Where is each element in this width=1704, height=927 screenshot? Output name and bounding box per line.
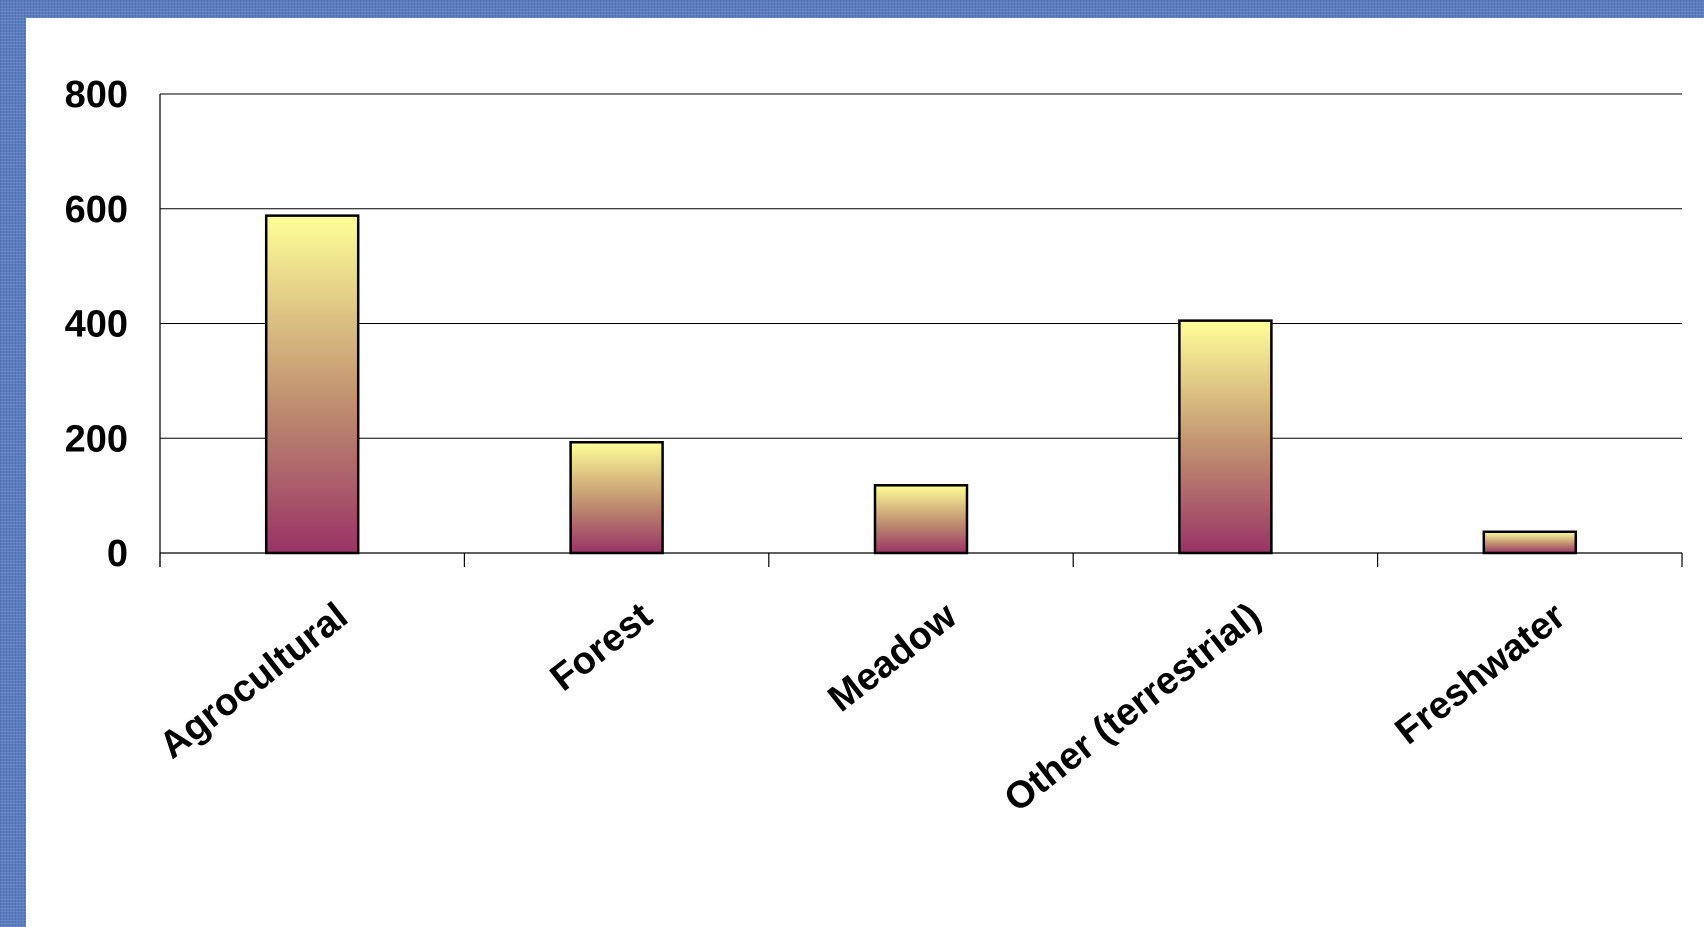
bar-other-terrestrial <box>1178 319 1273 555</box>
bar-meadow <box>873 484 969 555</box>
bars <box>264 214 1578 555</box>
x-tick-label-3: Other (terrestrial) <box>997 595 1269 821</box>
gridlines <box>160 93 1682 439</box>
y-tick-label-400: 400 <box>65 304 128 346</box>
y-tick-label-0: 0 <box>107 533 128 575</box>
y-tick-label-600: 600 <box>65 189 128 231</box>
bar-agrocultural <box>264 214 360 555</box>
x-tick-label-4: Freshwater <box>1388 595 1574 753</box>
x-tick-label-1: Forest <box>543 595 661 700</box>
x-tick-label-0: Agrocultural <box>152 595 356 767</box>
x-tick-label-2: Meadow <box>821 595 965 721</box>
y-tick-label-800: 800 <box>65 74 128 116</box>
bar-forest <box>569 441 664 555</box>
y-tick-label-200: 200 <box>65 418 128 460</box>
bar-freshwater <box>1482 530 1578 555</box>
